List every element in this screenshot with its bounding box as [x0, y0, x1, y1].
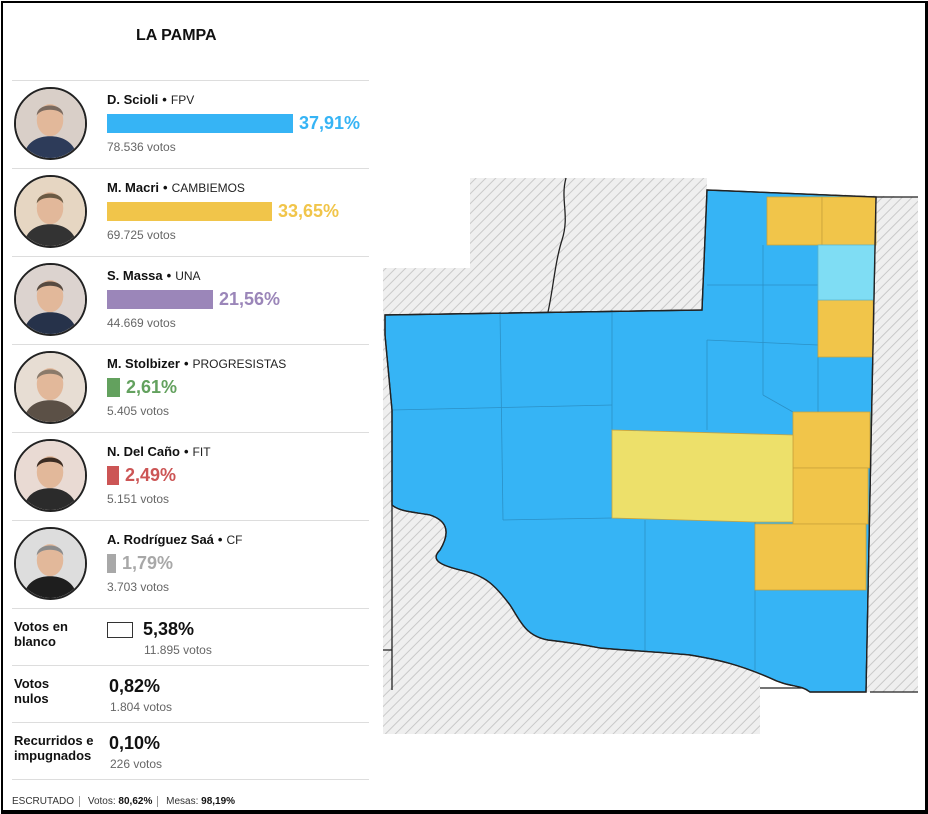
results-panel: D. Scioli • FPV 37,91% 78.536 votos M. Macri •… [12, 80, 369, 780]
candidate-row[interactable]: A. Rodríguez Saá • CF 1,79% 3.703 votos [12, 521, 369, 609]
stolbizer-portrait [14, 351, 87, 424]
candidate-row[interactable]: M. Macri • CAMBIEMOS 33,65% 69.725 votos [12, 169, 369, 257]
department-cambiemos[interactable] [754, 523, 867, 591]
other-votes-label: Recurridos e impugnados [14, 733, 94, 763]
vote-count: 44.669 votos [107, 316, 176, 330]
candidate-name: S. Massa [107, 268, 163, 283]
vote-count: 78.536 votos [107, 140, 176, 154]
other-votes-row: Votos en blanco 5,38% 11.895 votos [12, 609, 369, 666]
massa-portrait [14, 263, 87, 336]
mesas-value: 98,19% [201, 796, 236, 808]
candidate-name-line: N. Del Caño • FIT [107, 444, 211, 459]
other-votes-row: Recurridos e impugnados 0,10% 226 votos [12, 723, 369, 780]
department-cambiemos[interactable] [792, 467, 869, 525]
candidate-row[interactable]: S. Massa • UNA 21,56% 44.669 votos [12, 257, 369, 345]
candidate-name: A. Rodríguez Saá [107, 532, 214, 547]
candidate-row[interactable]: N. Del Caño • FIT 2,49% 5.151 votos [12, 433, 369, 521]
other-votes-percent: 5,38% [143, 619, 195, 639]
candidate-party: CAMBIEMOS [171, 181, 245, 195]
vote-share-bar [107, 466, 119, 485]
candidate-party: FPV [170, 93, 195, 107]
scioli-portrait [14, 87, 87, 160]
vote-share-percent: 37,91% [299, 113, 361, 133]
mesas-label: Mesas: [166, 796, 199, 808]
candidate-name: D. Scioli [107, 92, 159, 107]
macri-portrait [14, 175, 87, 248]
candidate-row[interactable]: D. Scioli • FPV 37,91% 78.536 votos [12, 80, 369, 169]
candidate-name-line: M. Macri • CAMBIEMOS [107, 180, 245, 195]
blank-vote-swatch [107, 622, 133, 638]
department-cambiemos[interactable] [766, 196, 823, 246]
department-cambiemos[interactable] [821, 196, 877, 246]
candidate-row[interactable]: M. Stolbizer • PROGRESISTAS 2,61% 5.405 voto… [12, 345, 369, 433]
other-votes-count: 1.804 votos [110, 700, 173, 714]
delcano-portrait [14, 439, 87, 512]
other-votes-label: Votos en blanco [14, 619, 68, 649]
votos-value: 80,62% [118, 796, 153, 808]
other-votes-count: 226 votos [110, 757, 163, 771]
vote-share-percent: 33,65% [278, 201, 340, 221]
vote-share-percent: 21,56% [219, 289, 281, 309]
candidate-party: UNA [175, 269, 201, 283]
other-votes-count: 11.895 votos [144, 643, 212, 657]
candidate-name: M. Macri [107, 180, 160, 195]
department-cambiemos[interactable] [817, 299, 874, 358]
rodriguezsaa-portrait [14, 527, 87, 600]
vote-share-bar [107, 202, 272, 221]
cambiemos-departments[interactable] [611, 196, 877, 591]
other-votes-label: Votos nulos [14, 676, 50, 706]
neighbor-border-line [547, 177, 567, 313]
vote-share-bar [107, 554, 116, 573]
vote-count: 5.151 votos [107, 492, 170, 506]
province-map[interactable] [380, 176, 920, 736]
candidate-name-line: A. Rodríguez Saá • CF [107, 532, 243, 547]
other-votes-percent: 0,82% [109, 676, 161, 696]
vote-share-bar [107, 378, 120, 397]
other-votes-percent: 0,10% [109, 733, 161, 753]
candidate-party: CF [226, 533, 243, 547]
candidate-name-line: M. Stolbizer • PROGRESISTAS [107, 356, 287, 371]
candidate-name-line: S. Massa • UNA [107, 268, 201, 283]
candidate-name-line: D. Scioli • FPV [107, 92, 195, 107]
department-una[interactable] [817, 244, 876, 301]
escrutado-label: ESCRUTADO [12, 796, 75, 808]
vote-count: 3.703 votos [107, 580, 170, 594]
candidate-party: PROGRESISTAS [192, 357, 287, 371]
department-cambiemos-light[interactable] [611, 429, 794, 523]
votos-label: Votos: [87, 796, 116, 808]
province-outline [384, 189, 877, 693]
candidate-name: N. Del Caño [107, 444, 180, 459]
vote-count: 69.725 votos [107, 228, 176, 242]
candidate-party: FIT [192, 445, 211, 459]
vote-share-percent: 2,49% [125, 465, 177, 485]
vote-share-bar [107, 114, 293, 133]
vote-share-percent: 2,61% [126, 377, 178, 397]
vote-share-percent: 1,79% [122, 553, 174, 573]
scrutiny-footer: ESCRUTADO Votos: 80,62% Mesas: 98,19% [12, 796, 235, 807]
other-votes-row: Votos nulos 0,82% 1.804 votos [12, 666, 369, 723]
candidate-name: M. Stolbizer [107, 356, 180, 371]
province-title: LA PAMPA [136, 27, 217, 44]
department-cambiemos[interactable] [792, 411, 871, 469]
vote-share-bar [107, 290, 213, 309]
west-border [383, 505, 393, 690]
vote-count: 5.405 votos [107, 404, 170, 418]
